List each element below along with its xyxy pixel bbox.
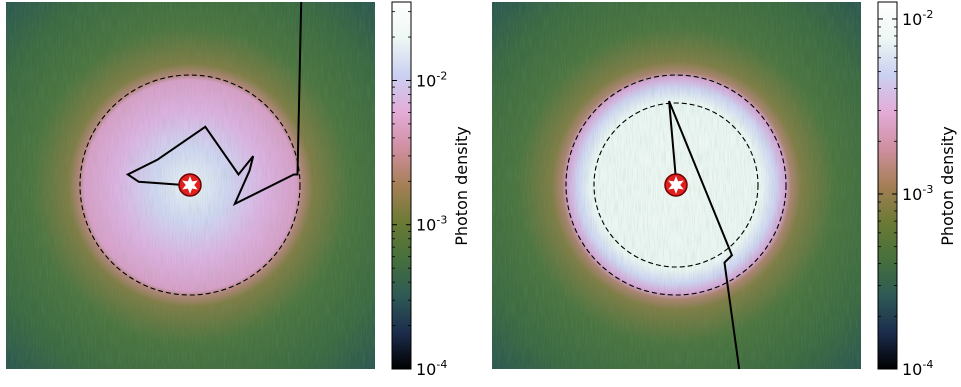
dashed-circle-outer-2	[565, 74, 787, 296]
dashed-circle-1	[79, 74, 301, 296]
colorbar-gradient-1	[391, 1, 412, 370]
photon-path-1	[125, 1, 303, 207]
source-star-1	[178, 173, 202, 197]
dashed-circle-inner-2	[593, 102, 759, 268]
colorbar-label-1: Photon density	[452, 126, 471, 246]
colorbar-1: 10-4 10-3 10-2 Photon density	[391, 1, 471, 379]
colorbar-tick-label: 10-4	[902, 358, 933, 379]
source-star-2	[664, 173, 688, 197]
colorbar-tick-label: 10-3	[902, 183, 933, 204]
colorbar-tick-label: 10-3	[416, 214, 447, 235]
colorbar-2: 10-4 10-3 10-2 Photon density	[877, 1, 957, 379]
heatmap-panel-1	[6, 1, 375, 369]
colorbar-label-2: Photon density	[938, 126, 957, 246]
colorbar-tick-label: 10-2	[902, 8, 933, 29]
source-star-icon	[668, 176, 684, 194]
photon-path-2	[668, 100, 741, 370]
heatmap-panel-2	[492, 2, 861, 370]
colorbar-tick-label: 10-2	[416, 69, 447, 90]
colorbar-gradient-2	[877, 1, 898, 370]
source-star-icon	[182, 176, 198, 194]
colorbar-tick-label: 10-4	[416, 358, 447, 379]
